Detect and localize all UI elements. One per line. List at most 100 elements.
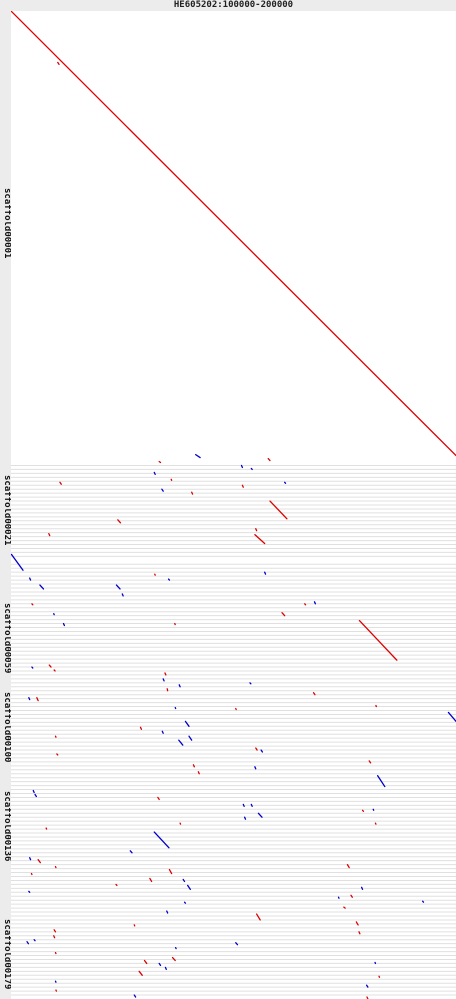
forward-alignment-segment — [171, 956, 176, 962]
forward-alignment-segment — [57, 61, 60, 66]
forward-alignment-segment — [36, 697, 39, 702]
reverse-alignment-segment — [250, 467, 253, 471]
dotplot-area — [11, 11, 456, 999]
forward-alignment-segment — [53, 929, 57, 933]
reverse-alignment-segment — [28, 697, 31, 701]
reverse-alignment-segment — [447, 711, 456, 723]
forward-alignment-segment — [355, 921, 359, 926]
forward-alignment-segment — [192, 764, 195, 768]
reverse-alignment-segment — [195, 453, 201, 459]
forward-alignment-segment — [143, 959, 148, 965]
forward-alignment-segment — [53, 935, 56, 939]
forward-alignment-segment — [168, 868, 173, 875]
reverse-alignment-segment — [29, 577, 32, 581]
forward-alignment-segment — [255, 747, 258, 751]
y-axis-label-scaffold00179: scaffold00179 — [2, 919, 12, 990]
forward-alignment-segment — [59, 481, 62, 485]
reverse-alignment-segment — [182, 878, 186, 883]
reverse-alignment-segment — [162, 678, 165, 682]
reverse-alignment-segment — [115, 584, 121, 590]
reverse-alignment-segment — [39, 584, 45, 590]
grid-lines — [11, 464, 456, 996]
forward-alignment-segment — [138, 970, 143, 976]
reverse-alignment-segment — [164, 966, 167, 971]
forward-alignment-segment — [255, 913, 261, 921]
reverse-alignment-segment — [62, 622, 66, 627]
forward-alignment-segment — [343, 906, 346, 909]
reverse-alignment-segment — [11, 553, 24, 571]
forward-alignment-segment — [346, 863, 350, 869]
reverse-alignment-segment — [257, 812, 263, 818]
forward-alignment-segment — [358, 931, 361, 935]
reverse-alignment-segment — [26, 941, 30, 945]
forward-alignment-segment — [37, 859, 42, 864]
y-axis-label-scaffold00021: scaffold00021 — [2, 474, 12, 546]
forward-alignment-segment — [31, 603, 34, 606]
reverse-alignment-segment — [133, 994, 137, 998]
reverse-alignment-segment — [129, 850, 133, 854]
y-axis-label-scaffold00100: scaffold00100 — [2, 692, 12, 763]
reverse-alignment-segment — [313, 601, 317, 605]
reverse-alignment-segment — [183, 901, 187, 904]
alignment-segments — [11, 11, 456, 999]
y-axis-label-scaffold00059: scaffold00059 — [2, 603, 12, 674]
reverse-alignment-segment — [161, 730, 164, 734]
forward-alignment-segment — [56, 753, 59, 756]
forward-alignment-segment — [48, 664, 52, 668]
reverse-alignment-segment — [365, 984, 369, 988]
forward-alignment-segment — [312, 692, 316, 696]
reverse-alignment-segment — [166, 910, 169, 914]
reverse-alignment-segment — [421, 900, 425, 903]
reverse-alignment-segment — [161, 488, 164, 492]
reverse-alignment-segment — [243, 816, 247, 820]
reverse-alignment-segment — [32, 789, 35, 794]
reverse-alignment-segment — [377, 775, 386, 788]
reverse-alignment-segment — [153, 471, 156, 476]
forward-alignment-segment — [267, 457, 271, 462]
y-axis-label-scaffold00001: scaffold00001 — [2, 188, 12, 259]
forward-alignment-segment — [115, 883, 118, 887]
forward-alignment-segment — [350, 894, 353, 898]
forward-alignment-segment — [255, 528, 258, 532]
reverse-alignment-segment — [121, 593, 124, 597]
reverse-alignment-segment — [250, 803, 253, 807]
reverse-alignment-segment — [153, 831, 170, 849]
reverse-alignment-segment — [31, 666, 34, 669]
reverse-alignment-segment — [158, 962, 162, 967]
reverse-alignment-segment — [187, 884, 191, 890]
reverse-alignment-segment — [240, 464, 244, 469]
forward-alignment-segment — [304, 603, 307, 606]
reverse-alignment-segment — [260, 749, 264, 753]
forward-alignment-segment — [368, 760, 372, 764]
reverse-alignment-segment — [178, 684, 181, 688]
reverse-alignment-segment — [34, 793, 38, 798]
forward-alignment-segment — [48, 533, 51, 537]
reverse-alignment-segment — [242, 803, 245, 807]
forward-alignment-segment — [149, 877, 153, 883]
forward-alignment-segment — [53, 669, 56, 672]
reverse-alignment-segment — [235, 942, 239, 946]
forward-alignment-segment — [158, 460, 162, 464]
forward-alignment-segment — [358, 619, 398, 661]
reverse-alignment-segment — [184, 720, 190, 727]
forward-alignment-segment — [281, 612, 286, 617]
y-axis-label-scaffold00136: scaffold00136 — [2, 791, 12, 862]
forward-alignment-segment — [139, 726, 143, 730]
forward-alignment-segment — [164, 672, 167, 676]
reverse-alignment-segment — [263, 571, 267, 575]
reverse-alignment-segment — [361, 886, 364, 890]
forward-alignment-segment — [361, 809, 365, 812]
reverse-alignment-segment — [249, 682, 252, 685]
reverse-alignment-segment — [28, 890, 31, 893]
forward-alignment-segment — [11, 11, 456, 457]
forward-alignment-segment — [157, 796, 160, 801]
reverse-alignment-segment — [284, 481, 287, 484]
forward-alignment-segment — [241, 484, 244, 488]
reverse-alignment-segment — [254, 766, 257, 770]
chart-title: HE605202:100000-200000 — [173, 0, 294, 10]
reverse-alignment-segment — [29, 857, 32, 861]
reverse-alignment-segment — [178, 739, 184, 746]
forward-alignment-segment — [254, 533, 266, 545]
forward-alignment-segment — [269, 500, 288, 520]
reverse-alignment-segment — [33, 939, 36, 942]
